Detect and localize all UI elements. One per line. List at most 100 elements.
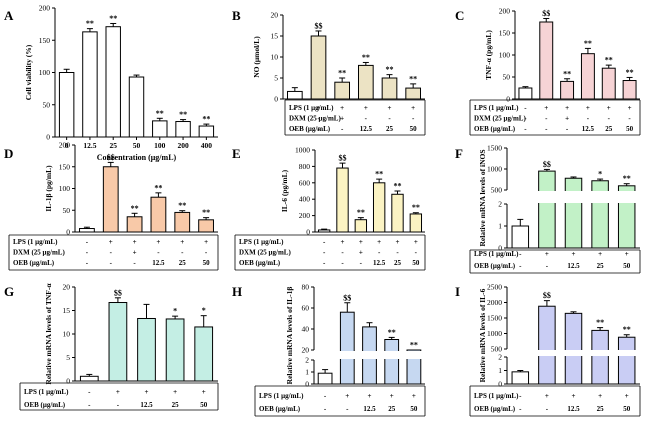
bar-H-3 bbox=[384, 339, 400, 385]
condition-value-F-0-3: + bbox=[598, 250, 602, 258]
y-tick-label-C: 150 bbox=[499, 29, 511, 38]
bar-B-0 bbox=[286, 90, 303, 100]
condition-value-G-1-2: 12.5 bbox=[140, 401, 153, 409]
condition-value-I-0-2: + bbox=[572, 392, 576, 400]
condition-value-G-0-4: + bbox=[202, 388, 206, 396]
condition-value-F-0-0: - bbox=[519, 250, 522, 258]
condition-value-C-0-2: + bbox=[565, 104, 569, 112]
sig-label-B-2: ** bbox=[338, 69, 346, 78]
y-axis-title-C: TNF-α (pg/mL) bbox=[484, 30, 493, 80]
y-tick-label-E: 800 bbox=[299, 162, 311, 171]
y-tick-label-I: 1 bbox=[498, 366, 502, 375]
condition-value-C-2-1: - bbox=[545, 125, 548, 133]
condition-value-C-2-4: 25 bbox=[605, 125, 613, 133]
y-axis-title-I: Relative mRNA levels of IL-6 bbox=[478, 288, 487, 382]
y-tick-label-F: 0 bbox=[498, 244, 502, 253]
sig-label-C-5: ** bbox=[626, 68, 634, 77]
panel-label-F: F bbox=[455, 146, 463, 161]
condition-value-H-0-1: + bbox=[345, 392, 349, 400]
condition-value-I-0-4: + bbox=[625, 392, 629, 400]
bar-B-4 bbox=[381, 77, 398, 100]
condition-value-H-1-2: 12.5 bbox=[363, 405, 376, 413]
bar-A-2 bbox=[105, 26, 121, 138]
y-tick-label-E: 600 bbox=[299, 178, 311, 187]
condition-name-C-0: LPS (1 μg/mL) bbox=[474, 104, 519, 112]
sig-label-A-2: ** bbox=[109, 14, 117, 23]
y-tick-label-D: 200 bbox=[59, 141, 71, 150]
condition-name-B-0: LPS (1 μg/mL) bbox=[289, 104, 334, 112]
y-tick-label-I: 0 bbox=[498, 380, 502, 389]
condition-value-G-1-1: - bbox=[117, 401, 120, 409]
bar-C-2 bbox=[560, 80, 575, 100]
y-tick-label-B: 5 bbox=[274, 74, 278, 83]
bar-H-0 bbox=[317, 372, 333, 385]
condition-value-I-1-0: - bbox=[519, 405, 522, 413]
condition-value-C-0-0: - bbox=[524, 104, 527, 112]
axis-break-band-F bbox=[508, 191, 640, 203]
condition-value-E-2-3: 12.5 bbox=[373, 259, 386, 267]
condition-value-H-1-1: - bbox=[346, 405, 349, 413]
condition-value-E-0-5: + bbox=[414, 238, 418, 246]
condition-value-G-1-3: 25 bbox=[172, 401, 180, 409]
sig-label-C-2: ** bbox=[563, 69, 571, 78]
condition-value-F-1-0: - bbox=[519, 262, 522, 270]
condition-value-I-0-0: - bbox=[519, 392, 522, 400]
condition-value-B-0-5: + bbox=[411, 104, 415, 112]
condition-value-E-0-2: + bbox=[359, 238, 363, 246]
y-tick-label-C: 0 bbox=[506, 95, 510, 104]
condition-value-F-0-2: + bbox=[572, 250, 576, 258]
sig-label-A-5: ** bbox=[179, 110, 187, 119]
condition-value-H-1-4: 50 bbox=[410, 405, 418, 413]
y-tick-label-G: 5 bbox=[66, 353, 70, 362]
condition-value-G-0-3: + bbox=[173, 388, 177, 396]
condition-name-G-0: LPS (1 μg/mL) bbox=[24, 388, 69, 396]
condition-value-C-1-5: - bbox=[628, 115, 631, 123]
condition-value-B-0-0: - bbox=[294, 104, 297, 112]
y-tick-label-E: 0 bbox=[306, 228, 310, 237]
sig-label-A-4: ** bbox=[156, 109, 164, 118]
condition-value-C-0-5: + bbox=[628, 104, 632, 112]
y-tick-label-F: 2 bbox=[498, 200, 502, 209]
condition-value-D-1-1: - bbox=[110, 249, 113, 257]
y-tick-label-C: 100 bbox=[499, 51, 511, 60]
sig-label-B-4: ** bbox=[386, 65, 394, 74]
bar-H-1 bbox=[339, 311, 355, 385]
y-tick-label-D: 50 bbox=[63, 206, 71, 215]
condition-value-C-0-4: + bbox=[607, 104, 611, 112]
y-tick-label-I: 2500 bbox=[487, 283, 502, 292]
condition-value-D-0-5: + bbox=[204, 238, 208, 246]
condition-value-C-1-3: - bbox=[587, 115, 590, 123]
y-tick-label-D: 0 bbox=[66, 228, 70, 237]
condition-value-B-2-1: - bbox=[317, 125, 320, 133]
y-axis-title-A: Cell viability (%) bbox=[24, 44, 33, 100]
bar-A-4 bbox=[152, 120, 168, 138]
condition-value-F-0-4: + bbox=[625, 250, 629, 258]
bar-C-1 bbox=[539, 21, 554, 100]
condition-value-B-2-5: 50 bbox=[410, 125, 418, 133]
y-tick-label-I: 2 bbox=[498, 353, 502, 362]
bar-F-1 bbox=[538, 170, 556, 249]
condition-value-E-1-1: - bbox=[341, 249, 344, 257]
bar-C-5 bbox=[622, 80, 637, 100]
condition-value-D-2-1: - bbox=[110, 259, 113, 267]
condition-value-H-0-3: + bbox=[390, 392, 394, 400]
x-tick-label-A-3: 50 bbox=[133, 141, 141, 150]
condition-value-D-0-4: + bbox=[180, 238, 184, 246]
bar-E-0 bbox=[317, 229, 331, 233]
bar-D-0 bbox=[79, 228, 95, 233]
condition-name-F-0: LPS (1 μg/mL) bbox=[474, 250, 519, 258]
sig-label-G-1: $$ bbox=[114, 288, 122, 297]
y-tick-label-F: 1500 bbox=[487, 144, 502, 153]
x-tick-label-A-2: 25 bbox=[109, 141, 117, 150]
condition-value-E-0-0: - bbox=[323, 238, 326, 246]
sig-label-A-6: ** bbox=[202, 115, 210, 124]
condition-value-F-1-2: 12.5 bbox=[567, 262, 580, 270]
x-tick-label-A-1: 12.5 bbox=[83, 141, 96, 150]
bar-B-2 bbox=[334, 81, 351, 100]
condition-value-B-2-4: 25 bbox=[386, 125, 394, 133]
sig-label-D-5: ** bbox=[202, 208, 210, 217]
condition-value-E-2-4: 25 bbox=[394, 259, 402, 267]
condition-value-D-2-3: 12.5 bbox=[152, 259, 165, 267]
sig-label-F-1: $$ bbox=[543, 160, 551, 169]
